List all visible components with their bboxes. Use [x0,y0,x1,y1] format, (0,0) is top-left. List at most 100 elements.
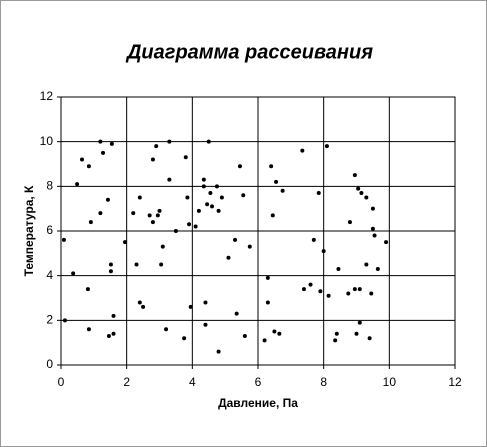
x-tick-label: 4 [189,375,196,389]
point [274,179,279,184]
point [367,336,372,341]
chart-title: Диаграмма рассеивания [125,41,373,63]
point [188,304,193,309]
point [265,300,270,305]
point [372,233,377,238]
point [219,195,224,200]
point [216,349,221,354]
point [352,287,357,292]
point [137,300,142,305]
point [321,249,326,254]
point [164,327,169,332]
point [208,191,213,196]
point [134,262,139,267]
x-tick-label: 8 [320,375,327,389]
point [182,336,187,341]
point [108,269,113,274]
point [270,213,275,218]
point [384,240,389,245]
point [318,289,323,294]
point [62,318,67,323]
point [155,213,160,218]
point [301,287,306,292]
point [98,139,103,144]
point [185,195,190,200]
point [357,320,362,325]
point [123,240,128,245]
point [160,244,165,249]
point [347,220,352,225]
x-tick-label: 6 [255,375,262,389]
point [308,282,313,287]
point [265,275,270,280]
point [300,148,305,153]
point [61,237,66,242]
point [324,144,329,149]
point [237,164,242,169]
y-tick-label: 0 [46,357,53,371]
point [206,139,211,144]
point [105,197,110,202]
point [173,229,178,233]
point [241,193,246,198]
point [86,327,91,332]
y-tick-label: 4 [46,268,53,282]
point [346,291,351,296]
point [111,331,116,336]
point [201,184,206,189]
point [354,331,359,336]
point [141,304,146,309]
point [205,202,210,207]
x-axis-label: Давление, Па [218,396,298,410]
point [364,195,369,200]
point [280,188,285,193]
point [201,177,206,182]
point [154,144,159,149]
point [101,150,106,155]
point [108,262,113,267]
point [109,141,114,146]
point [352,173,357,178]
point [234,311,239,316]
point [193,224,198,229]
point [150,157,155,162]
point [88,220,93,225]
point [167,177,172,182]
point [242,333,247,338]
point [311,237,316,242]
point [157,208,162,213]
point [316,191,321,196]
point [147,213,152,218]
point [334,331,339,336]
point [247,244,252,249]
point [364,262,369,267]
x-tick-label: 2 [123,375,130,389]
point [80,157,85,162]
point [159,262,164,267]
x-tick-label: 0 [58,375,65,389]
point [86,164,91,169]
point [187,222,192,227]
y-axis-label: Температура, К [22,185,36,276]
point [196,208,201,213]
x-tick-label: 12 [448,375,462,389]
point [226,255,231,260]
point [269,164,274,169]
point [131,211,136,216]
point [333,338,338,343]
point [262,338,267,343]
point [214,184,219,189]
point [233,237,238,242]
point [356,186,361,191]
point [369,291,374,296]
point [137,195,142,200]
y-tick-label: 6 [46,223,53,237]
point [216,208,221,213]
point [370,206,375,211]
point [167,139,172,144]
point [210,204,215,209]
point [150,220,155,225]
point [98,211,103,216]
y-tick-label: 2 [46,313,53,327]
point [71,271,76,276]
